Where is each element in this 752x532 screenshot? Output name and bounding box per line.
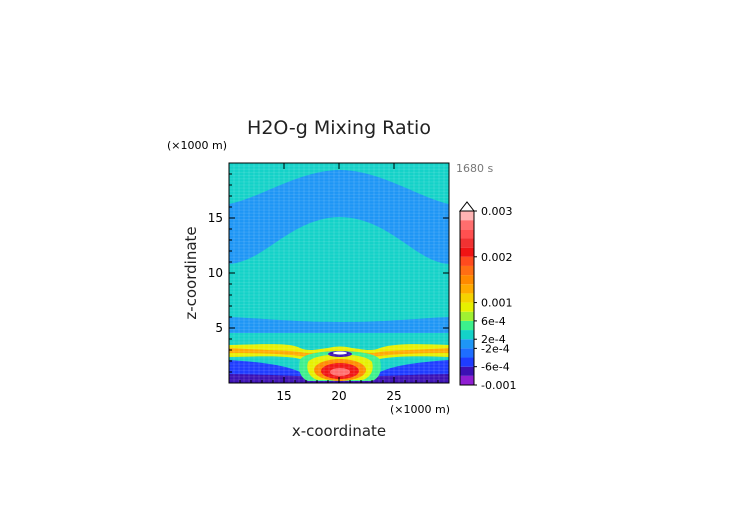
x-tick-label: 15 [276,389,291,403]
colorbar-segment [460,275,474,285]
colorbar-segment [460,229,474,239]
colorbar-label: 0.003 [481,205,513,218]
colorbar-segment [460,320,474,331]
contour-cap-white [333,351,347,355]
plot-area [229,163,449,383]
colorbar: 0.003 0.002 0.001 6e-4 2e-4-2e-4 -6e-4 -0.001 [458,201,516,392]
colorbar-segment [460,348,474,358]
colorbar-label: -2e-4 [481,342,510,355]
grid-lines [229,163,449,383]
colorbar-segment [460,302,474,312]
colorbar-segment [460,357,474,367]
y-axis-ticks: 5 10 15 [208,173,449,373]
x-tick-label: 20 [331,389,346,403]
colorbar-segment [460,375,474,385]
y-tick-label: 10 [208,266,223,280]
time-label: 1680 s [456,162,493,175]
colorbar-segment [460,256,474,266]
x-axis-label: x-coordinate [292,422,386,440]
contour-core-pink [330,368,350,376]
colorbar-label: -0.001 [481,379,516,392]
colorbar-label: 2e-4 [481,333,506,346]
colorbar-segment [460,339,474,349]
colorbar-segment [460,211,474,221]
colorbar-segment [460,284,474,294]
colorbar-segment [460,366,474,376]
colorbar-segment [460,311,474,321]
colorbar-label: -6e-4 [481,361,510,374]
contour-middle-band [229,217,449,322]
colorbar-segment [460,293,474,303]
colorbar-label: 6e-4 [481,315,506,328]
colorbar-segment [460,238,474,248]
colorbar-segment [460,247,474,257]
y-axis-unit: (×1000 m) [167,139,227,152]
y-tick-label: 5 [215,321,223,335]
colorbar-segment [460,265,474,276]
x-axis-ticks: 15 20 25 [239,163,439,403]
x-axis-unit: (×1000 m) [390,403,450,416]
contour-upper-band [229,163,449,204]
colorbar-segment [460,220,474,230]
colorbar-label: 0.001 [481,297,513,310]
y-tick-label: 15 [208,211,223,225]
colorbar-segment [460,330,474,340]
y-axis-label: z-coordinate [182,226,200,319]
colorbar-label: 0.002 [481,251,513,264]
colorbar-extend-arrow [458,201,476,212]
chart-title: H2O-g Mixing Ratio [247,117,431,139]
x-tick-label: 25 [386,389,401,403]
